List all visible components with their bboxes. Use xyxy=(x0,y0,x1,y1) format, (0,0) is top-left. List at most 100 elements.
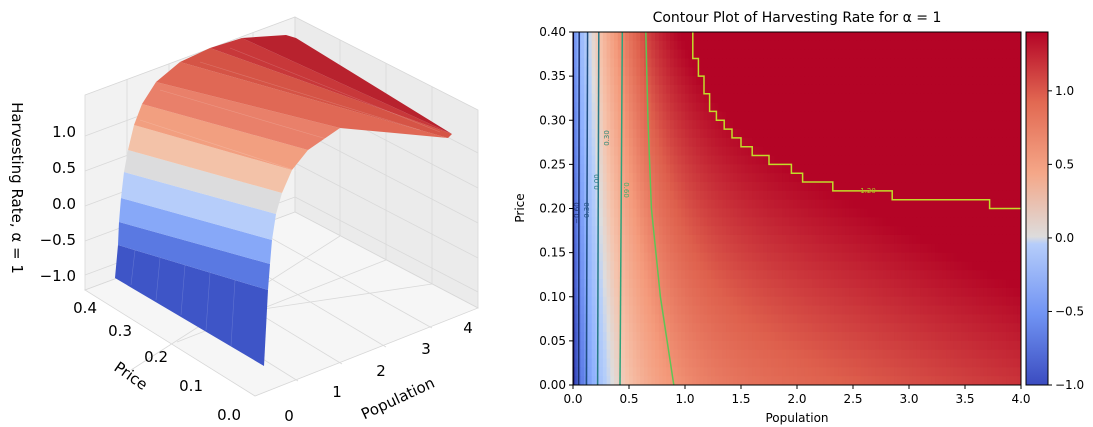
heatmap-cell xyxy=(632,234,638,245)
heatmap-cell xyxy=(797,164,802,174)
heatmap-cell xyxy=(774,67,779,77)
heatmap-cell xyxy=(759,93,764,104)
heatmap-cell xyxy=(703,226,708,236)
heatmap-cell xyxy=(636,243,641,254)
heatmap-cell xyxy=(573,182,578,192)
heatmap-cell xyxy=(755,234,761,245)
contour-line xyxy=(596,32,600,385)
heatmap-cell xyxy=(909,226,914,236)
heatmap-cell xyxy=(815,314,820,324)
heatmap-cell xyxy=(655,129,660,139)
heatmap-cell xyxy=(972,367,977,377)
heatmap-cell xyxy=(800,340,806,351)
heatmap-cell xyxy=(602,217,608,227)
heatmap-cell xyxy=(1002,340,1007,351)
heatmap-cell xyxy=(957,340,962,351)
heatmap-cell xyxy=(752,323,757,333)
heatmap-cell xyxy=(938,279,944,289)
heatmap-cell xyxy=(882,146,888,157)
heatmap-cell xyxy=(685,182,690,192)
heatmap-cell xyxy=(658,349,664,360)
heatmap-cell xyxy=(752,358,757,368)
heatmap-cell xyxy=(714,182,720,192)
heatmap-cell xyxy=(673,93,679,104)
heatmap-cell xyxy=(647,120,652,130)
heatmap-cell xyxy=(826,111,832,121)
heatmap-cell xyxy=(785,32,791,42)
heatmap-cell xyxy=(927,314,932,324)
heatmap-cell xyxy=(722,173,727,183)
heatmap-cell xyxy=(849,58,854,68)
heatmap-cell xyxy=(979,252,985,263)
heatmap-cell xyxy=(729,84,735,95)
heatmap-cell xyxy=(894,323,899,333)
heatmap-cell xyxy=(729,93,735,104)
heatmap-cell xyxy=(994,296,1000,307)
heatmap-cell xyxy=(688,243,694,254)
heatmap-cell xyxy=(819,182,824,192)
heatmap-cell xyxy=(580,120,585,130)
heatmap-cell xyxy=(912,261,918,271)
heatmap-cell xyxy=(879,84,884,95)
heatmap-cell xyxy=(685,367,690,377)
heatmap-cell xyxy=(670,146,675,157)
heatmap-cell xyxy=(610,323,615,333)
heatmap-cell xyxy=(587,190,593,201)
heatmap-cell xyxy=(841,190,847,201)
heatmap-cell xyxy=(901,102,906,113)
heatmap-cell xyxy=(998,182,1003,192)
heatmap-cell xyxy=(909,182,914,192)
heatmap-cell xyxy=(991,84,996,95)
heatmap-cell xyxy=(789,314,794,324)
heatmap-cell xyxy=(573,137,578,148)
heatmap-cell xyxy=(726,173,731,183)
heatmap-cell xyxy=(886,58,891,68)
heatmap-cell xyxy=(894,190,899,201)
heatmap-cell xyxy=(722,252,727,263)
heatmap-cell xyxy=(658,173,664,183)
heatmap-cell xyxy=(942,32,947,42)
heatmap-cell xyxy=(797,270,802,280)
heatmap-cell xyxy=(853,296,858,307)
heatmap-cell xyxy=(629,323,634,333)
heatmap-cell xyxy=(938,182,944,192)
heatmap-cell xyxy=(979,376,985,385)
heatmap-cell xyxy=(636,340,641,351)
heatmap-cell xyxy=(931,234,936,245)
heatmap-cell xyxy=(815,217,820,227)
heatmap-cell xyxy=(651,367,656,377)
heatmap-cell xyxy=(651,305,656,315)
heatmap-cell xyxy=(677,190,682,201)
heatmap-cell xyxy=(1002,111,1007,121)
heatmap-cell xyxy=(804,32,809,42)
heatmap-cell xyxy=(711,120,716,130)
heatmap-cell xyxy=(599,67,604,77)
heatmap-cell xyxy=(976,137,981,148)
heatmap-cell xyxy=(718,367,723,377)
heatmap-cell xyxy=(629,76,634,86)
heatmap-cell xyxy=(782,226,787,236)
heatmap-cell xyxy=(640,367,645,377)
heatmap-cell xyxy=(625,84,630,95)
heatmap-cell xyxy=(1017,67,1021,77)
heatmap-cell xyxy=(961,93,966,104)
heatmap-cell xyxy=(961,76,966,86)
heatmap-cell xyxy=(770,129,776,139)
heatmap-cell xyxy=(871,270,876,280)
heatmap-cell xyxy=(580,155,585,165)
heatmap-cell xyxy=(692,137,697,148)
heatmap-cell xyxy=(942,40,947,51)
heatmap-cell xyxy=(744,155,750,165)
heatmap-cell xyxy=(599,261,604,271)
heatmap-cell xyxy=(737,164,742,174)
heatmap-cell xyxy=(1002,234,1007,245)
heatmap-cell xyxy=(931,111,936,121)
heatmap-cell xyxy=(573,270,578,280)
heatmap-cell xyxy=(737,120,742,130)
heatmap-cell xyxy=(737,358,742,368)
heatmap-cell xyxy=(860,340,865,351)
heatmap-cell xyxy=(733,173,738,183)
heatmap-cell xyxy=(681,40,686,51)
heatmap-cell xyxy=(726,102,731,113)
heatmap-cell xyxy=(643,120,649,130)
